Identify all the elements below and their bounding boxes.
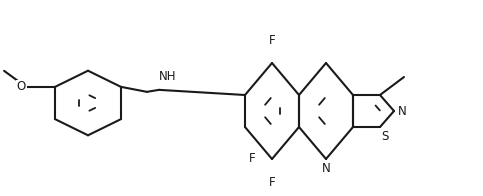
Text: O: O	[17, 80, 26, 93]
Text: F: F	[248, 152, 255, 165]
Text: N: N	[398, 104, 407, 117]
Text: NH: NH	[159, 70, 176, 83]
Text: S: S	[381, 130, 388, 143]
Text: N: N	[322, 162, 330, 175]
Text: F: F	[269, 34, 275, 47]
Text: F: F	[269, 176, 275, 189]
